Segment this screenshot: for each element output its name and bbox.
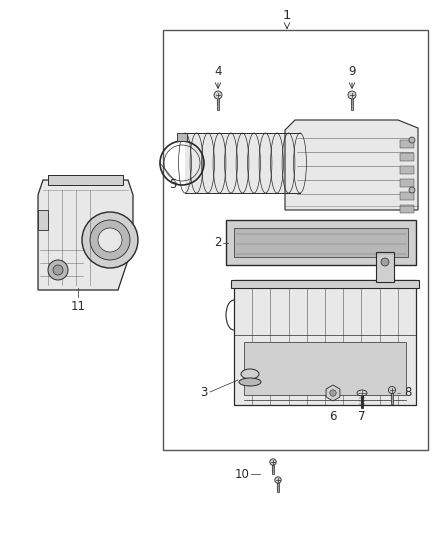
- Circle shape: [275, 477, 281, 483]
- Bar: [185, 133, 300, 193]
- Circle shape: [330, 390, 336, 396]
- Bar: [351, 98, 353, 110]
- Bar: [400, 205, 414, 213]
- Circle shape: [381, 258, 389, 266]
- Circle shape: [82, 212, 138, 268]
- Polygon shape: [326, 385, 340, 401]
- Text: 5: 5: [169, 179, 176, 191]
- Circle shape: [270, 459, 276, 465]
- Circle shape: [53, 265, 63, 275]
- Circle shape: [98, 228, 122, 252]
- Bar: [48, 175, 123, 185]
- Bar: [400, 153, 414, 161]
- Circle shape: [348, 91, 356, 99]
- Circle shape: [409, 187, 415, 193]
- Text: 10: 10: [235, 467, 250, 481]
- Polygon shape: [285, 120, 418, 210]
- Polygon shape: [38, 180, 133, 290]
- Circle shape: [389, 386, 396, 393]
- Bar: [400, 166, 414, 174]
- Bar: [163, 30, 428, 450]
- Ellipse shape: [357, 390, 367, 396]
- Text: 1: 1: [283, 9, 291, 22]
- Text: 3: 3: [201, 385, 208, 399]
- Bar: [234, 228, 408, 257]
- Bar: [226, 220, 416, 265]
- Text: 8: 8: [404, 386, 411, 400]
- Text: 7: 7: [358, 410, 366, 423]
- Bar: [272, 465, 274, 474]
- Text: 9: 9: [348, 65, 356, 78]
- Ellipse shape: [239, 378, 261, 386]
- Bar: [177, 133, 187, 141]
- Circle shape: [90, 220, 130, 260]
- Bar: [391, 393, 393, 403]
- Bar: [400, 179, 414, 187]
- Bar: [400, 140, 414, 148]
- Circle shape: [214, 91, 222, 99]
- Bar: [38, 210, 48, 230]
- Text: 2: 2: [215, 237, 222, 249]
- Bar: [244, 342, 406, 395]
- Text: 4: 4: [214, 65, 222, 78]
- Bar: [234, 280, 416, 405]
- Bar: [231, 280, 419, 288]
- Circle shape: [409, 137, 415, 143]
- Text: 6: 6: [329, 410, 337, 423]
- Bar: [376, 252, 394, 282]
- Bar: [277, 482, 279, 492]
- Bar: [400, 192, 414, 200]
- Text: 11: 11: [71, 300, 85, 313]
- Circle shape: [48, 260, 68, 280]
- Ellipse shape: [241, 369, 259, 379]
- Bar: [217, 98, 219, 110]
